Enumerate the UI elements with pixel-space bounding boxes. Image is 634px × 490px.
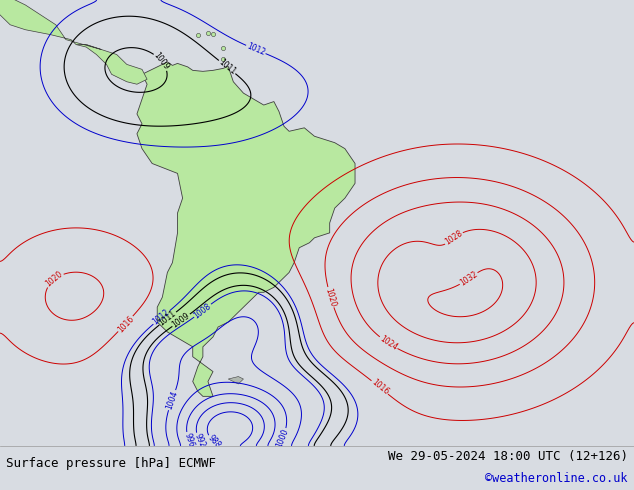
Text: 1000: 1000 xyxy=(275,427,290,449)
Text: 1032: 1032 xyxy=(458,270,479,288)
Text: 1008: 1008 xyxy=(192,301,213,320)
Text: 1020: 1020 xyxy=(323,287,338,308)
Text: 988: 988 xyxy=(206,433,222,450)
Text: 992: 992 xyxy=(193,432,207,449)
Text: ©weatheronline.co.uk: ©weatheronline.co.uk xyxy=(485,472,628,486)
Polygon shape xyxy=(76,45,147,84)
Text: 1011: 1011 xyxy=(157,309,178,328)
Polygon shape xyxy=(0,0,101,49)
Text: 1011: 1011 xyxy=(217,58,237,76)
Text: 1009: 1009 xyxy=(152,51,171,72)
Text: 1028: 1028 xyxy=(443,229,464,247)
Polygon shape xyxy=(228,376,243,384)
Text: 1012: 1012 xyxy=(152,308,172,327)
Text: 1024: 1024 xyxy=(378,334,399,352)
Text: We 29-05-2024 18:00 UTC (12+126): We 29-05-2024 18:00 UTC (12+126) xyxy=(387,450,628,464)
Text: Surface pressure [hPa] ECMWF: Surface pressure [hPa] ECMWF xyxy=(6,457,216,470)
Text: 1016: 1016 xyxy=(370,378,390,397)
Text: 1004: 1004 xyxy=(164,390,179,411)
Text: 1020: 1020 xyxy=(44,270,65,289)
Text: 996: 996 xyxy=(183,432,196,448)
Polygon shape xyxy=(137,62,355,396)
Text: 1016: 1016 xyxy=(115,314,136,334)
Text: 1009: 1009 xyxy=(171,311,191,330)
Text: 1012: 1012 xyxy=(245,42,266,57)
